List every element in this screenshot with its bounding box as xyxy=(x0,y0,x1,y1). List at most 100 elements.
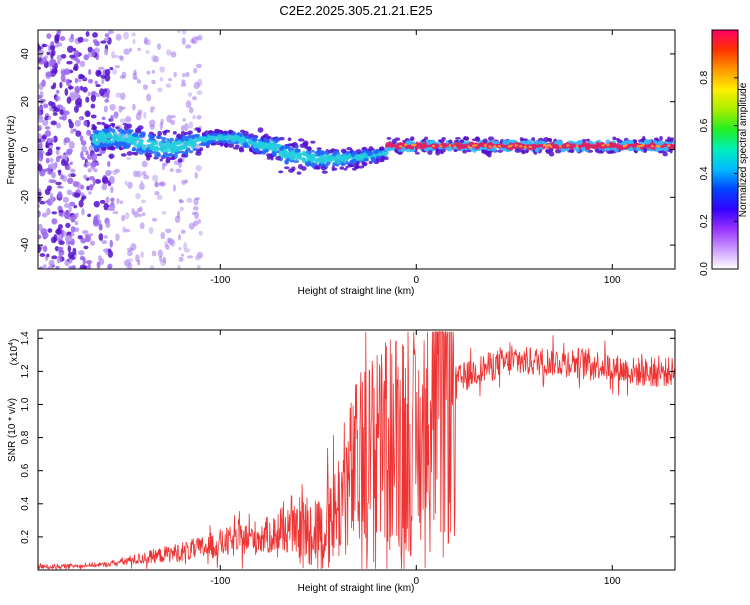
spectrogram-noise-cell xyxy=(68,258,73,264)
spectrogram-signal-cell xyxy=(302,140,309,146)
spectrogram-signal-cell xyxy=(155,135,163,140)
spectrogram-noise-cell xyxy=(47,116,51,120)
spectrogram-noise-cell xyxy=(44,126,51,130)
snr-panel: -100 0 100 0.2 0.4 0.6 0.8 1.0 1.2 1.4 Height of … xyxy=(7,329,676,594)
spectrogram-carrier-cell xyxy=(488,145,493,148)
spectrogram-signal-cell xyxy=(667,136,671,141)
spectrogram-noise-cell xyxy=(166,114,172,123)
spectrogram-noise-cell xyxy=(111,50,115,59)
spectrogram-signal-cell xyxy=(332,150,338,155)
spectrogram-noise-cell xyxy=(123,31,130,40)
spectrogram-noise-cell xyxy=(92,177,96,186)
spectrogram-signal-cell xyxy=(643,147,648,154)
spectrogram-noise-cell xyxy=(186,197,193,203)
spectrogram-signal-cell xyxy=(643,139,650,145)
spectrogram-signal-cell xyxy=(297,138,305,142)
snr-frame xyxy=(37,329,676,571)
spectrogram-noise-cell xyxy=(94,92,101,98)
spectrogram-noise-cell xyxy=(85,96,90,103)
snr-series-line xyxy=(38,331,675,570)
spectrogram-noise-cell xyxy=(146,93,152,102)
spectrogram-noise-cell xyxy=(44,200,51,204)
spectrogram-noise-cell xyxy=(90,161,97,168)
spectrogram-xtick-label: 100 xyxy=(604,275,621,286)
spectrogram-signal-cell xyxy=(107,133,111,138)
spectrogram-signal-cell xyxy=(659,135,663,141)
spectrogram-noise-cell xyxy=(143,111,147,119)
spectrogram-noise-cell xyxy=(59,81,63,89)
spectrogram-signal-cell xyxy=(367,150,374,156)
spectrogram-noise-cell xyxy=(74,220,79,226)
spectrogram-noise-cell xyxy=(133,170,139,178)
spectrogram-signal-cell xyxy=(128,129,134,133)
spectrogram-carrier-cell xyxy=(594,145,599,149)
spectrogram-noise-cell xyxy=(39,140,43,149)
spectrogram-signal-cell xyxy=(339,166,345,170)
spectrogram-noise-cell xyxy=(182,73,186,78)
spectrogram-noise-cell xyxy=(51,102,56,110)
spectrogram-noise-cell xyxy=(154,191,160,196)
spectrogram-signal-cell xyxy=(211,142,217,146)
spectrogram-noise-cell xyxy=(101,240,108,245)
spectrogram-noise-cell xyxy=(49,45,56,51)
spectrogram-carrier-cell xyxy=(596,144,601,147)
spectrogram-signal-cell xyxy=(333,167,338,171)
spectrogram-noise-cell xyxy=(154,180,158,188)
spectrogram-noise-cell xyxy=(84,110,91,118)
spectrogram-noise-cell xyxy=(67,245,72,253)
spectrogram-signal-cell xyxy=(165,149,170,153)
spectrogram-noise-cell xyxy=(44,188,51,196)
spectrogram-noise-cell xyxy=(159,66,165,73)
spectrogram-signal-cell xyxy=(197,128,202,132)
spectrogram-signal-cell xyxy=(357,156,362,160)
spectrogram-noise-cell xyxy=(38,138,42,143)
spectrogram-noise-cell xyxy=(59,36,66,42)
spectrogram-signal-cell xyxy=(656,140,663,147)
spectrogram-noise-cell xyxy=(108,175,115,183)
spectrogram-signal-cell xyxy=(153,156,159,160)
spectrogram-cells xyxy=(38,30,675,269)
spectrogram-noise-cell xyxy=(55,96,59,102)
spectrogram-noise-cell xyxy=(65,165,71,171)
spectrogram-noise-cell xyxy=(126,156,132,161)
spectrogram-signal-cell xyxy=(255,149,261,154)
spectrogram-noise-cell xyxy=(177,30,181,34)
spectrogram-noise-cell xyxy=(104,68,111,76)
spectrogram-signal-cell xyxy=(183,131,189,136)
spectrogram-signal-cell xyxy=(414,151,421,155)
spectrogram-noise-cell xyxy=(104,33,110,38)
spectrogram-signal-cell xyxy=(277,151,283,156)
spectrogram-signal-cell xyxy=(131,148,136,152)
spectrogram-signal-cell xyxy=(198,143,204,147)
spectrogram-noise-cell xyxy=(151,69,156,74)
spectrogram-signal-cell xyxy=(287,137,292,142)
spectrogram-noise-cell xyxy=(41,79,46,87)
spectrogram-noise-cell xyxy=(194,172,198,179)
spectrogram-noise-cell xyxy=(87,263,91,269)
spectrogram-noise-cell xyxy=(116,197,120,205)
spectrogram-noise-cell xyxy=(196,264,201,269)
spectrogram-noise-cell xyxy=(105,196,110,203)
spectrogram-signal-cell xyxy=(111,122,115,128)
spectrogram-noise-cell xyxy=(72,66,78,71)
spectrogram-signal-cell xyxy=(437,139,443,143)
spectrogram-noise-cell xyxy=(60,158,67,166)
spectrogram-noise-cell xyxy=(107,263,113,269)
colorbar: 0.0 0.2 0.4 0.6 0.8 Normalized spectral ampl… xyxy=(699,29,749,276)
spectrogram-noise-cell xyxy=(104,73,111,82)
spectrogram-noise-cell xyxy=(67,251,74,259)
spectrogram-ytick-label: -40 xyxy=(20,237,31,252)
spectrogram-noise-cell xyxy=(181,37,186,46)
spectrogram-noise-cell xyxy=(75,130,82,137)
spectrogram-signal-cell xyxy=(139,139,144,143)
spectrogram-noise-cell xyxy=(77,36,84,43)
spectrogram-noise-cell xyxy=(38,126,42,132)
spectrogram-signal-cell xyxy=(466,149,471,153)
spectrogram-signal-cell xyxy=(109,145,116,151)
spectrogram-noise-cell xyxy=(140,180,144,185)
spectrogram-noise-cell xyxy=(136,207,141,213)
spectrogram-noise-cell xyxy=(104,98,110,103)
snr-ytick-label: 1.4 xyxy=(20,331,31,345)
spectrogram-noise-cell xyxy=(121,214,126,222)
spectrogram-signal-cell xyxy=(114,140,118,146)
